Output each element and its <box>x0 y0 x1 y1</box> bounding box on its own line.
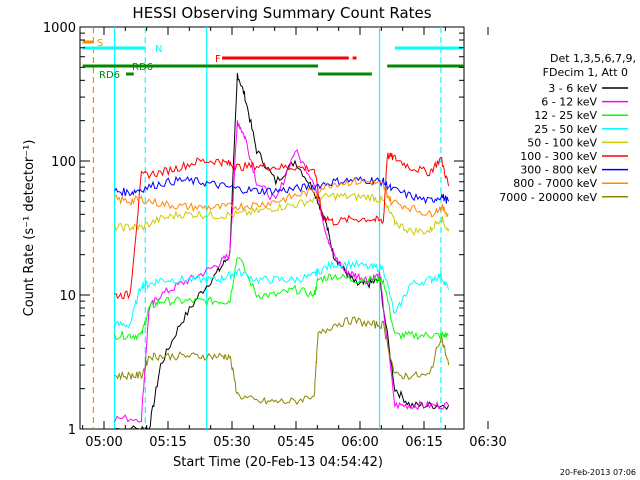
flag-label-0: S <box>97 38 103 49</box>
legend-label-6: 300 - 800 keV <box>520 164 597 177</box>
flag-bars-layer: S N F RD6 RD6 <box>82 38 464 81</box>
series-line-8 <box>114 316 450 406</box>
y-tick-label-0: 1 <box>68 423 76 438</box>
x-tick-label-4: 06:00 <box>341 435 378 450</box>
y-tick-label-3: 1000 <box>43 21 76 36</box>
series-layer <box>114 72 450 430</box>
series-line-2 <box>114 257 449 341</box>
x-tick-label-5: 06:15 <box>405 435 442 450</box>
legend-label-5: 100 - 300 keV <box>520 150 597 163</box>
series-line-5 <box>114 152 450 300</box>
plot-area: S N F RD6 RD6 <box>79 26 465 430</box>
y-axis-label: Count Rate (s⁻¹ detector⁻¹) <box>22 140 37 317</box>
x-axis: 05:00 05:15 05:30 05:45 06:00 06:15 06:30 <box>82 27 507 450</box>
flag-label-3: RD6 <box>132 62 153 73</box>
legend-label-3: 25 - 50 keV <box>534 123 597 136</box>
legend-label-0: 3 - 6 keV <box>548 82 597 95</box>
flag-label-2: F <box>215 54 221 65</box>
legend-header-line-1: Det 1,3,5,6,7,9, <box>550 52 636 65</box>
legend-label-2: 12 - 25 keV <box>534 109 597 122</box>
x-tick-label-6: 06:30 <box>469 435 506 450</box>
flag-label-1: N <box>155 44 162 55</box>
x-tick-label-2: 05:30 <box>213 435 250 450</box>
legend-header-line-2: FDecim 1, Att 0 <box>543 66 628 79</box>
legend-label-1: 6 - 12 keV <box>541 96 597 109</box>
chart-title: HESSI Observing Summary Count Rates <box>132 4 431 22</box>
plot-frame <box>79 26 465 430</box>
series-line-6 <box>114 175 450 205</box>
y-axis: 1 10 100 1000 <box>43 21 464 438</box>
legend-label-7: 800 - 7000 keV <box>513 177 597 190</box>
x-tick-label-3: 05:45 <box>277 435 314 450</box>
legend-label-4: 50 - 100 keV <box>527 136 597 149</box>
x-tick-label-1: 05:15 <box>149 435 186 450</box>
x-axis-label: Start Time (20-Feb-13 04:54:42) <box>173 455 383 470</box>
series-line-1 <box>114 120 450 423</box>
legend-label-8: 7000 - 20000 keV <box>499 191 597 204</box>
y-tick-label-1: 10 <box>59 289 76 304</box>
legend: Det 1,3,5,6,7,9, FDecim 1, Att 0 3 - 6 k… <box>499 52 636 204</box>
x-tick-label-0: 05:00 <box>85 435 122 450</box>
flag-label-4: RD6 <box>99 70 120 81</box>
series-line-4 <box>114 192 450 237</box>
series-line-3 <box>114 259 450 329</box>
timestamp: 20-Feb-2013 07:06 <box>560 468 636 477</box>
series-line-0 <box>114 72 450 430</box>
y-tick-label-2: 100 <box>51 155 76 170</box>
series-line-7 <box>114 176 449 218</box>
